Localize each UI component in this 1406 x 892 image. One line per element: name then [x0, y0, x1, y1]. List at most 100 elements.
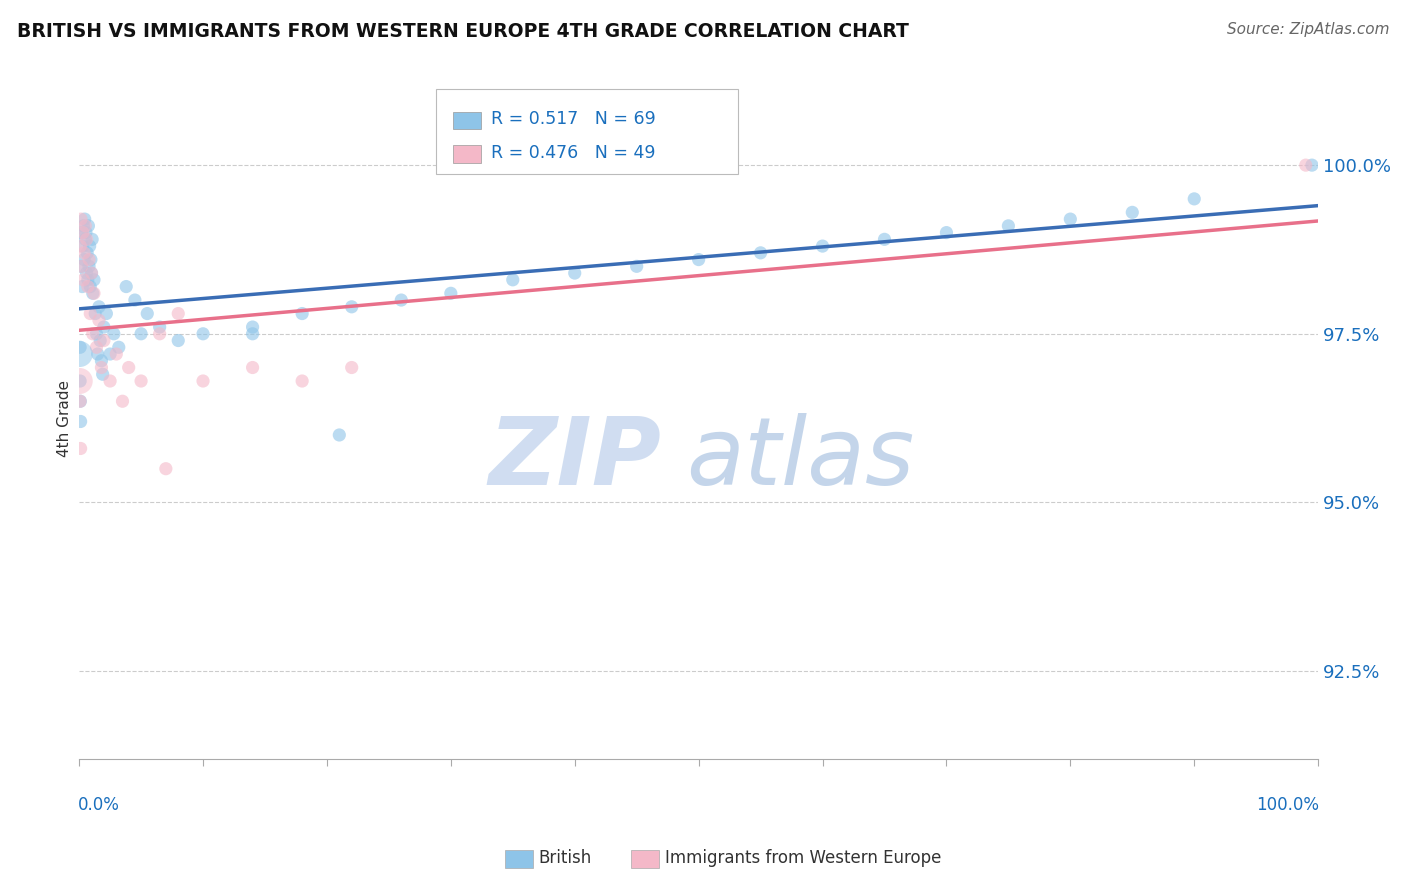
- Point: [111, 394, 134, 409]
- Text: BRITISH VS IMMIGRANTS FROM WESTERN EUROPE 4TH GRADE CORRELATION CHART: BRITISH VS IMMIGRANTS FROM WESTERN EUROP…: [17, 22, 908, 41]
- Text: 0.0%: 0.0%: [77, 797, 120, 814]
- Point: [69, 394, 91, 409]
- Point: [688, 252, 710, 267]
- Point: [564, 266, 586, 280]
- Point: [89, 334, 111, 348]
- Point: [76, 279, 98, 293]
- Point: [77, 260, 100, 274]
- Point: [69, 442, 91, 456]
- Point: [340, 300, 363, 314]
- Point: [118, 360, 141, 375]
- Point: [77, 252, 100, 267]
- Point: [76, 232, 98, 246]
- Point: [328, 428, 350, 442]
- Point: [935, 226, 957, 240]
- Point: [79, 239, 101, 253]
- Point: [70, 260, 93, 274]
- Point: [73, 212, 96, 227]
- Point: [291, 374, 314, 388]
- Point: [70, 212, 93, 227]
- Point: [76, 273, 98, 287]
- Point: [502, 273, 524, 287]
- Point: [149, 326, 172, 341]
- Point: [440, 286, 463, 301]
- Point: [129, 326, 152, 341]
- Point: [191, 374, 214, 388]
- Y-axis label: 4th Grade: 4th Grade: [58, 380, 72, 457]
- Point: [96, 307, 118, 321]
- Point: [1121, 205, 1143, 219]
- Point: [1059, 212, 1081, 227]
- Text: R = 0.476   N = 49: R = 0.476 N = 49: [491, 144, 655, 161]
- Point: [149, 320, 172, 334]
- Point: [70, 260, 93, 274]
- Text: Immigrants from Western Europe: Immigrants from Western Europe: [665, 849, 942, 867]
- Point: [389, 293, 412, 307]
- Point: [77, 219, 100, 233]
- Point: [69, 340, 91, 354]
- Point: [873, 232, 896, 246]
- Point: [82, 232, 104, 246]
- Point: [82, 326, 104, 341]
- Point: [103, 326, 125, 341]
- Point: [242, 320, 264, 334]
- Point: [83, 273, 105, 287]
- Point: [191, 326, 214, 341]
- Point: [93, 320, 115, 334]
- Text: 100.0%: 100.0%: [1257, 797, 1319, 814]
- Point: [73, 245, 96, 260]
- Text: Source: ZipAtlas.com: Source: ZipAtlas.com: [1226, 22, 1389, 37]
- Point: [242, 326, 264, 341]
- Point: [167, 334, 190, 348]
- Text: British: British: [538, 849, 592, 867]
- Point: [90, 360, 112, 375]
- Point: [242, 360, 264, 375]
- Point: [72, 226, 94, 240]
- Point: [167, 307, 190, 321]
- Point: [69, 239, 91, 253]
- Point: [136, 307, 159, 321]
- Point: [340, 360, 363, 375]
- Text: ZIP: ZIP: [489, 413, 661, 505]
- Point: [79, 307, 101, 321]
- Point: [997, 219, 1019, 233]
- Point: [115, 279, 138, 293]
- Point: [69, 374, 91, 388]
- Point: [69, 374, 91, 388]
- Point: [73, 252, 96, 267]
- Point: [83, 286, 105, 301]
- Point: [70, 226, 93, 240]
- Point: [80, 266, 103, 280]
- Point: [69, 347, 91, 361]
- Point: [129, 374, 152, 388]
- Point: [79, 279, 101, 293]
- Point: [84, 307, 107, 321]
- Point: [87, 313, 110, 327]
- Point: [87, 300, 110, 314]
- Point: [91, 368, 114, 382]
- Point: [72, 239, 94, 253]
- Point: [749, 245, 772, 260]
- Point: [291, 307, 314, 321]
- Point: [1182, 192, 1205, 206]
- Point: [98, 347, 121, 361]
- Point: [80, 266, 103, 280]
- Point: [1301, 158, 1323, 172]
- Point: [105, 347, 128, 361]
- Point: [155, 461, 177, 475]
- Point: [107, 340, 129, 354]
- Point: [626, 260, 648, 274]
- Point: [86, 326, 108, 341]
- Point: [86, 347, 108, 361]
- Point: [69, 415, 91, 429]
- Point: [82, 286, 104, 301]
- Point: [76, 266, 98, 280]
- Point: [75, 226, 97, 240]
- Point: [90, 353, 112, 368]
- Point: [69, 394, 91, 409]
- Point: [72, 219, 94, 233]
- Point: [72, 273, 94, 287]
- Text: atlas: atlas: [686, 414, 914, 505]
- Point: [70, 279, 93, 293]
- Point: [86, 340, 108, 354]
